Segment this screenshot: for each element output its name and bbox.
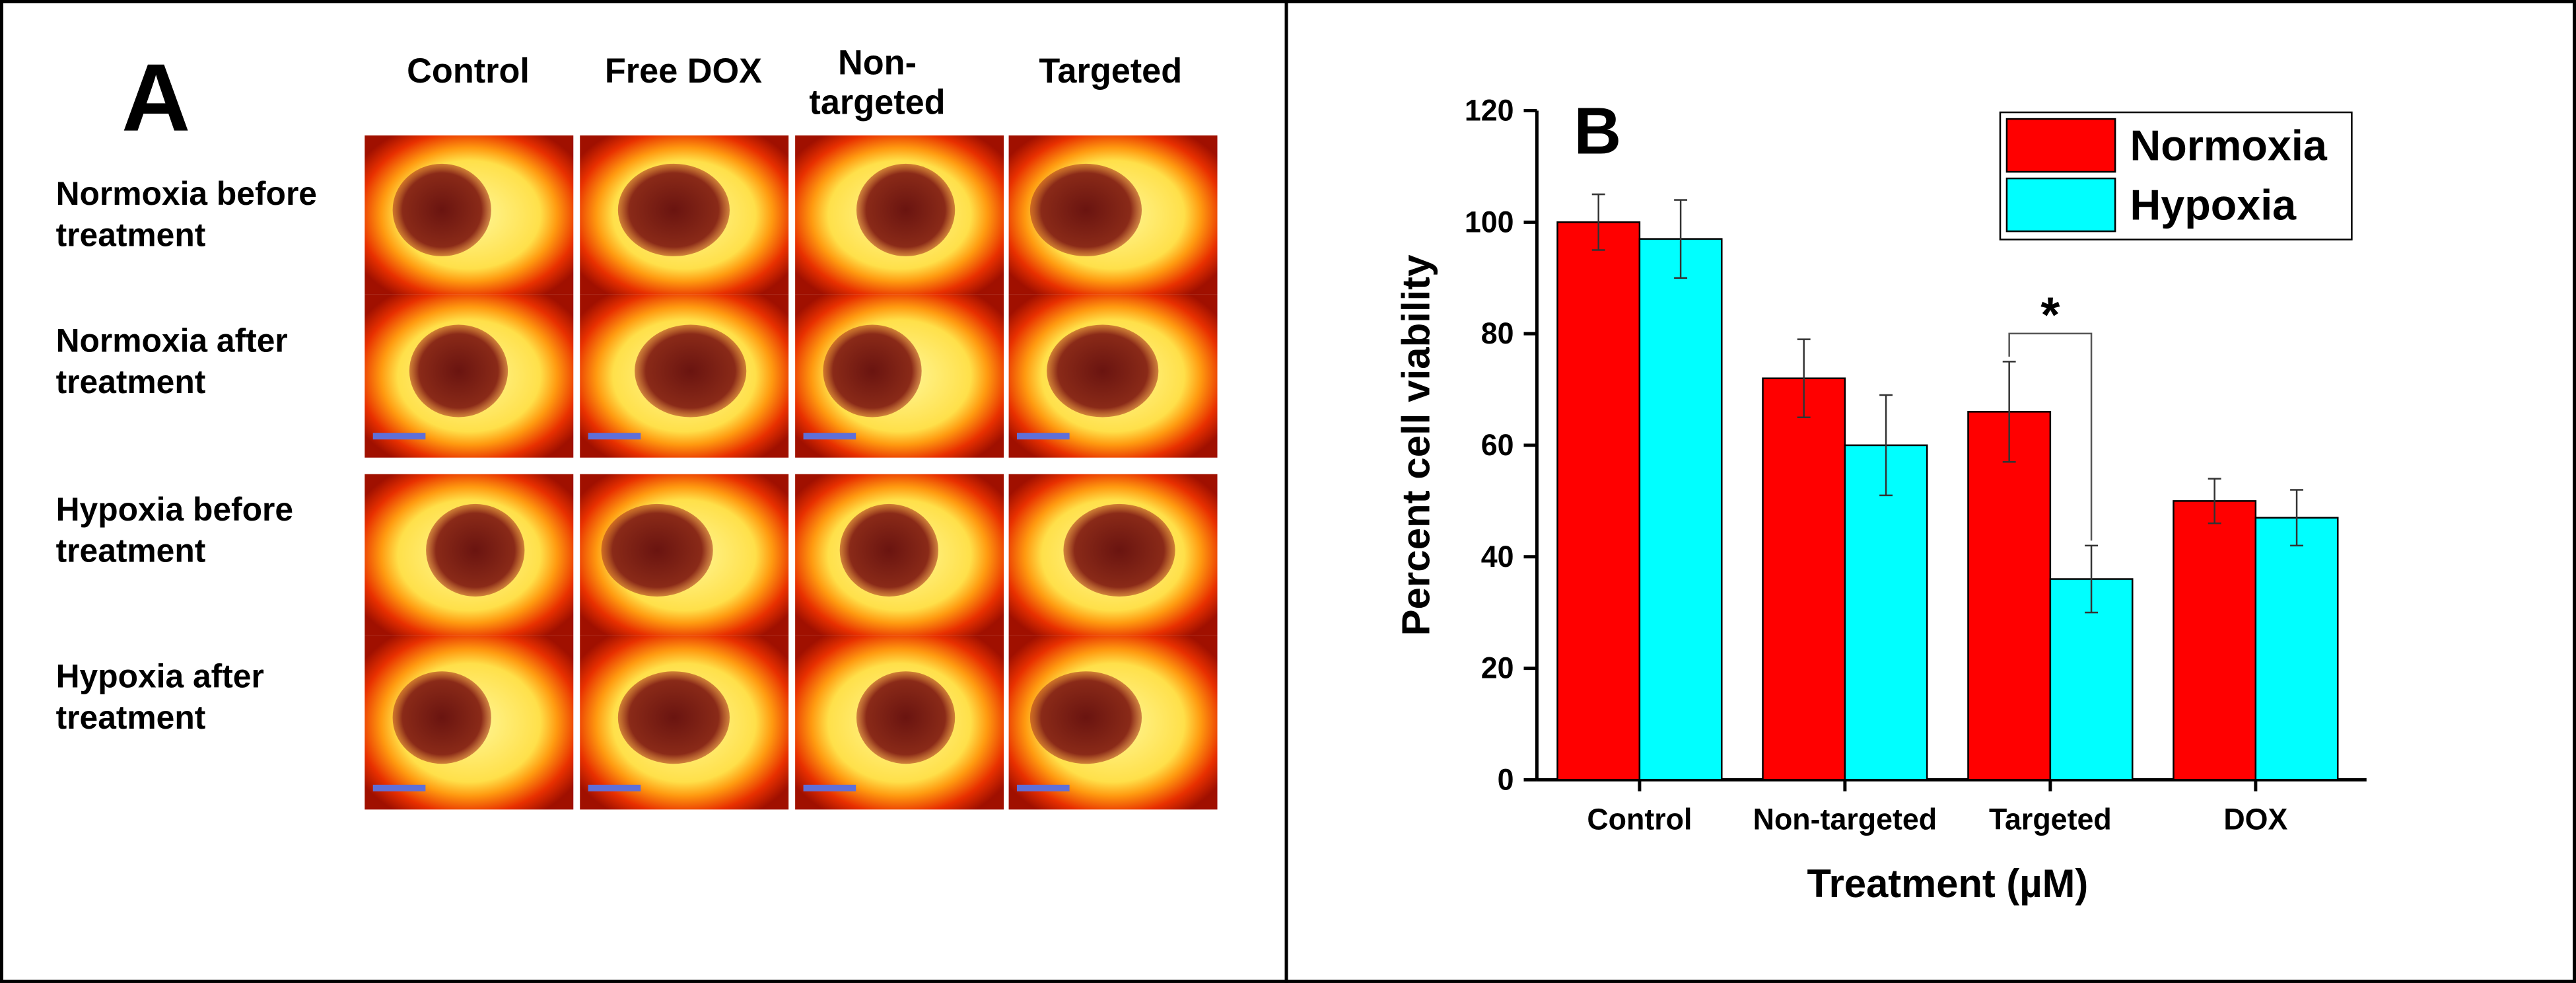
spheroid [617, 671, 730, 764]
scale-bar [1016, 784, 1070, 791]
bar [2254, 517, 2339, 781]
y-axis-title: Percent cell viability [1394, 254, 1438, 636]
y-tick-label: 80 [1481, 316, 1514, 350]
spheroid [635, 324, 747, 418]
spheroid [823, 324, 922, 418]
scale-bar [588, 784, 641, 791]
spheroid [617, 163, 730, 256]
spheroid [426, 503, 525, 597]
scale-bar [803, 784, 856, 791]
y-tick-label: 40 [1481, 540, 1514, 573]
spheroid [392, 671, 491, 764]
y-tick-label: 0 [1498, 762, 1514, 796]
scale-bar [1016, 433, 1070, 440]
x-tick-label: DOX [2223, 802, 2287, 836]
chart: 0 20 40 60 80 100 120 B Percent cell viability Tr… [1394, 93, 2367, 906]
row-label: Normoxia after treatment [55, 324, 288, 402]
y-tick-label: 20 [1481, 651, 1514, 684]
scale-bar [803, 433, 856, 440]
bar [2173, 500, 2257, 781]
legend-label: Hypoxia [2130, 180, 2297, 229]
y-tick-label: 100 [1465, 205, 1514, 238]
panel-label: A [122, 44, 191, 153]
column-header: Targeted [1039, 53, 1183, 91]
spheroid [856, 671, 956, 764]
spheroid [601, 503, 713, 597]
image-grid [365, 135, 1218, 810]
bar [1638, 238, 1723, 781]
spheroid [839, 503, 938, 597]
spheroid [1029, 163, 1142, 256]
legend-swatch [2005, 118, 2116, 173]
bar [1762, 377, 1846, 781]
column-header: Control [407, 53, 530, 91]
scale-bar [588, 433, 641, 440]
significance-bracket [2008, 332, 2093, 541]
bar [1844, 444, 1928, 781]
spheroid [409, 324, 508, 418]
spheroid [392, 163, 491, 256]
bar [1967, 411, 2052, 781]
panel-label: B [1574, 94, 1621, 168]
y-tick-label: 120 [1465, 93, 1514, 127]
x-tick-label: Targeted [1989, 802, 2112, 836]
legend-swatch [2005, 177, 2116, 233]
scale-bar [372, 784, 426, 791]
column-header: Non-targeted [809, 44, 946, 123]
column-header: Free DOX [604, 53, 762, 91]
x-tick-label: Control [1587, 802, 1692, 836]
spheroid [1063, 503, 1175, 597]
row-label: Normoxia before treatment [55, 176, 318, 255]
spheroid [1029, 671, 1142, 764]
row-label: Hypoxia after treatment [55, 659, 264, 737]
row-label: Hypoxia before treatment [55, 492, 294, 570]
spheroid [1047, 324, 1159, 418]
spheroid [856, 163, 956, 256]
y-tick-label: 60 [1481, 428, 1514, 462]
legend-label: Normoxia [2130, 121, 2328, 169]
x-axis-title: Treatment (µM) [1807, 861, 2088, 906]
x-tick-label: Non-targeted [1753, 802, 1937, 836]
annotation: * [2040, 287, 2060, 342]
scale-bar [372, 433, 426, 440]
bar [1556, 221, 1641, 781]
